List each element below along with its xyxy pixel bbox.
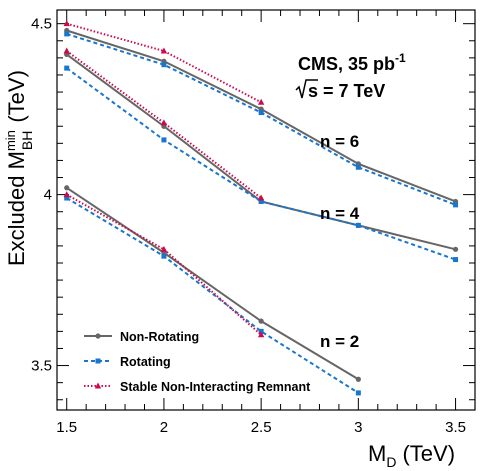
annotation-n6: n = 6 [320,132,359,151]
annotation-n2: n = 2 [320,332,359,351]
y-tick-label: 3.5 [31,358,52,375]
data-point-rotating [161,253,167,259]
y-tick-label: 4 [44,187,52,204]
experiment-label: CMS, 35 pb-1 [298,51,406,74]
data-point-non-rotating [355,376,361,382]
plot-frame [56,9,476,411]
x-axis-title-main: M [368,441,386,466]
y-axis-title-unit: (TeV) [4,70,29,123]
annotation-n4: n = 4 [320,204,360,223]
y-axis-title-sub: BH [19,131,35,150]
data-point-stable-remnant [160,245,168,252]
data-point-stable-remnant [160,119,168,126]
data-point-stable-remnant [160,47,168,54]
legend-item-rotating: Rotating [84,355,171,369]
data-point-rotating [453,202,459,208]
x-tick-label: 3.5 [445,419,466,436]
y-tick-label: 4.5 [31,16,52,33]
energy-label: s = 7 TeV [308,81,385,101]
legend-item-stable-remnant: Stable Non-Interacting Remnant [84,380,311,394]
data-point-stable-remnant [257,98,265,105]
data-point-stable-remnant [63,47,70,54]
axis-ticks: 1.5 2 2.5 3 3.5 3.5 4 4.5 [31,10,475,436]
x-axis-title-sub: D [386,454,396,470]
legend-item-non-rotating: Non-Rotating [84,330,199,344]
series-line-rotating-n4 [66,67,456,261]
data-point-stable-remnant [257,194,265,201]
y-axis-title-main: Excluded M [4,151,29,266]
legend-marker-non-rotating [95,333,101,339]
y-axis-title: Excluded MminBH (TeV) [3,70,35,266]
series-line-non-rotating-n4 [66,53,456,251]
data-point-rotating [355,390,361,396]
sqrt-sign [295,79,318,99]
x-tick-label: 2.5 [251,419,272,436]
legend-label-non-rotating: Non-Rotating [120,330,199,344]
data-point-rotating [258,110,264,116]
experiment-label-sup: -1 [395,51,406,65]
data-point-non-rotating [258,318,264,324]
legend-label-stable-remnant: Stable Non-Interacting Remnant [120,380,311,394]
data-point-stable-remnant [63,191,70,198]
x-tick-label: 1.5 [56,419,77,436]
data-point-stable-remnant [63,20,70,27]
data-point-rotating [453,257,459,263]
data-point-rotating [355,222,361,228]
data-point-rotating [161,137,167,143]
data-point-rotating [161,62,167,68]
series-line-rotating-n2 [66,197,359,394]
data-point-rotating [64,31,70,37]
data-point-non-rotating [452,246,459,252]
y-axis-title-sup: min [3,130,18,151]
data-point-rotating [355,164,361,170]
data-point-stable-remnant [257,331,265,338]
data-point-rotating [258,198,264,204]
x-axis-title-unit: (TeV) [402,441,455,466]
x-tick-label: 3 [354,419,362,436]
data-point-rotating [64,65,70,71]
series-line-non-rotating-n2 [66,186,359,381]
x-tick-label: 2 [160,419,168,436]
series-line-stable-remnant-n2 [66,193,262,336]
experiment-label-main: CMS, 35 pb [298,54,395,74]
legend-marker-stable-remnant [94,382,102,389]
data-point-non-rotating [64,185,70,191]
legend: Non-Rotating Rotating Stable Non-Interac… [84,330,311,394]
data-point-rotating [64,195,70,201]
legend-label-rotating: Rotating [120,355,171,369]
x-axis-title: MD (TeV) [368,441,455,470]
series-layer [63,20,459,396]
legend-marker-rotating [95,358,101,364]
